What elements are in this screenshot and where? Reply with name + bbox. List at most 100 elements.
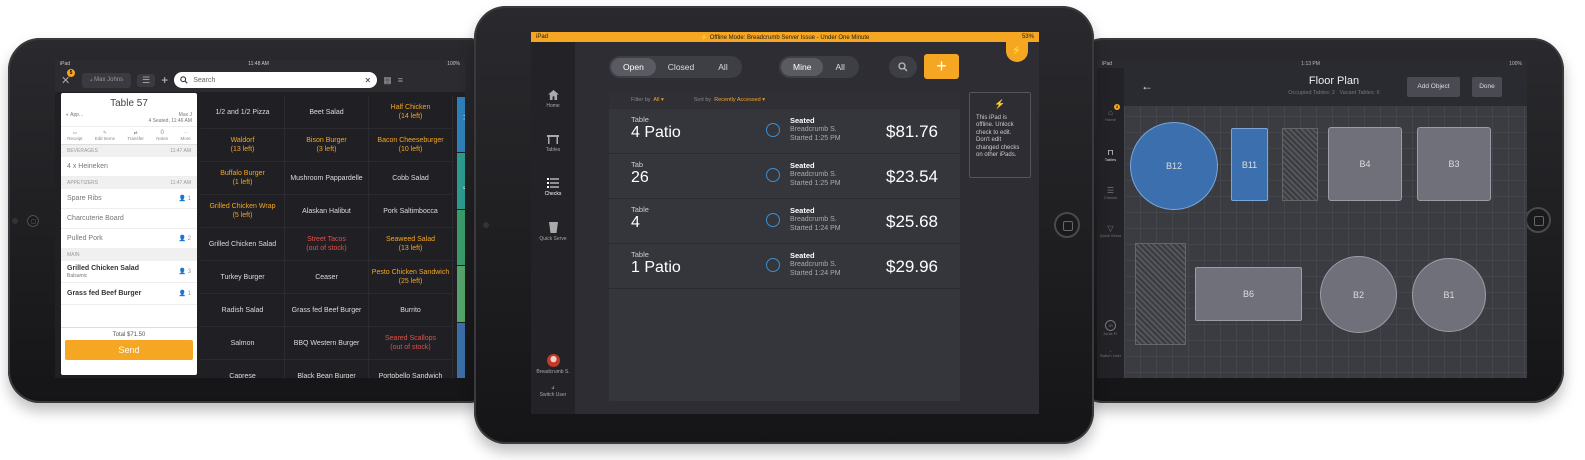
table-b4[interactable]: B4 <box>1328 127 1402 201</box>
menu-item[interactable]: Caprese <box>201 360 285 378</box>
menu-item[interactable]: Turkey Burger <box>201 261 285 294</box>
category-tab[interactable]: Appetizers <box>457 96 465 153</box>
section-name: MAIN <box>67 252 80 258</box>
user-avatar[interactable]: Breadcrumb S. <box>531 354 575 375</box>
category-tab[interactable]: Desserts <box>457 321 465 378</box>
menu-item[interactable]: Mushroom Pappardelle <box>285 162 369 195</box>
nav-tables[interactable]: ⊓ Tables <box>1097 148 1124 162</box>
order-line-item[interactable]: Grilled Chicken Salad Balsamic 👤 3 <box>61 261 197 283</box>
new-check-button[interactable]: + <box>924 54 959 79</box>
nav-checks[interactable]: Checks <box>531 178 575 197</box>
user-avatar[interactable]: JR Jonie R. <box>1097 320 1124 336</box>
menu-item[interactable]: Bison Burger (3 left) <box>285 129 369 162</box>
list-view-icon[interactable]: ☰ <box>137 73 156 87</box>
table-b11[interactable]: B11 <box>1231 128 1268 201</box>
check-started: Started 1:24 PM <box>790 225 841 232</box>
signature-icon: 𝓈 <box>1109 348 1112 353</box>
notes-action[interactable]: 0 Notes <box>156 130 168 141</box>
grid-view-icon[interactable]: ▦ <box>383 74 392 85</box>
menu-item[interactable]: Grass fed Beef Burger <box>285 294 369 327</box>
table-b1[interactable]: B1 <box>1412 258 1486 332</box>
edit-items-action[interactable]: ✎ Edit Items <box>95 130 115 141</box>
menu-item[interactable]: Ceaser <box>285 261 369 294</box>
category-tab[interactable]: Wine <box>457 208 465 266</box>
edit-icon: ✎ <box>102 130 107 135</box>
clear-search-icon[interactable]: ✕ <box>364 75 372 85</box>
menu-item[interactable]: Portobello Sandwich <box>369 360 453 378</box>
menu-item[interactable]: Seared Scallops (out of stock) <box>369 327 453 360</box>
order-line-item[interactable]: Grass fed Beef Burger 👤 1 <box>61 283 197 305</box>
menu-item[interactable]: Black Bean Burger <box>285 360 369 378</box>
offline-message: Offline Mode: Breadcrumb Server Issue - … <box>709 34 870 41</box>
menu-item[interactable]: Buffalo Burger (1 left) <box>201 162 285 195</box>
nav-checks[interactable]: ☰ Checks <box>1097 186 1124 200</box>
item-modifier: Balsamic <box>67 272 88 279</box>
transfer-action[interactable]: ⇄ Transfer <box>127 130 144 141</box>
nav-quick-serve[interactable]: ▽ Quick Serve <box>1097 224 1124 238</box>
nav-tables[interactable]: Tables <box>531 134 575 153</box>
tab-all[interactable]: All <box>718 62 728 72</box>
add-icon[interactable]: + <box>161 73 169 87</box>
menu-item[interactable]: BBQ Western Burger <box>285 327 369 360</box>
more-action[interactable]: ⋯ More <box>180 130 190 141</box>
list-toggle-icon[interactable]: ≡ <box>397 75 403 85</box>
menu-item-name: Beet Salad <box>309 108 344 116</box>
tab-open[interactable]: Open <box>611 58 656 76</box>
menu-item[interactable]: Grilled Chicken Wrap (5 left) <box>201 195 285 228</box>
tab-mine[interactable]: Mine <box>781 58 824 76</box>
menu-item[interactable]: Waldorf (13 left) <box>201 129 285 162</box>
menu-item[interactable]: Seaweed Salad (13 left) <box>369 228 453 261</box>
menu-item[interactable]: Radish Salad <box>201 294 285 327</box>
menu-item[interactable]: Cobb Salad <box>369 162 453 195</box>
send-button[interactable]: Send <box>65 340 193 360</box>
order-line-item[interactable]: 4 x Heineken <box>61 157 197 177</box>
add-object-button[interactable]: Add Object <box>1407 77 1460 97</box>
menu-item[interactable]: Grilled Chicken Salad <box>201 228 285 261</box>
menu-item[interactable]: Half Chicken (14 left) <box>369 96 453 129</box>
receipt-action[interactable]: ▭ Receipt <box>67 130 82 141</box>
order-line-item[interactable]: Charcuterie Board <box>61 209 197 229</box>
close-order-icon[interactable]: ✕ 5 <box>61 68 75 87</box>
server-button[interactable]: 𝓈 Max Johns <box>82 72 132 88</box>
order-line-item[interactable]: Spare Ribs 👤 1 <box>61 189 197 209</box>
menu-item[interactable]: Bacon Cheeseburger (10 left) <box>369 129 453 162</box>
cup-icon <box>548 222 558 233</box>
check-row[interactable]: Table 4 Patio Seated Breadcrumb S. Started 1… <box>609 109 960 154</box>
switch-user-button[interactable]: 𝓈 Switch User <box>1097 348 1124 358</box>
item-name: Grass fed Beef Burger <box>67 290 142 297</box>
table-b12[interactable]: B12 <box>1130 122 1218 210</box>
category-tab[interactable]: Beverages <box>457 152 465 209</box>
menu-item[interactable]: Burrito <box>369 294 453 327</box>
check-started: Started 1:25 PM <box>790 135 841 142</box>
menu-item[interactable]: Salmon <box>201 327 285 360</box>
offline-indicator[interactable]: ⚡ <box>1006 40 1028 62</box>
signature-icon: 𝓈 <box>90 76 93 83</box>
search-button[interactable] <box>889 56 917 78</box>
filter-dropdown[interactable]: Filter by All ▾ <box>631 97 664 103</box>
search-input[interactable]: Search ✕ <box>174 72 378 88</box>
menu-item[interactable]: Pork Saltimbocca <box>369 195 453 228</box>
category-tab[interactable]: Main <box>457 265 465 322</box>
order-line-item[interactable]: Pulled Pork 👤 2 <box>61 229 197 249</box>
check-row[interactable]: Table 4 Seated Breadcrumb S. Started 1:24 PM… <box>609 199 960 244</box>
switch-user-button[interactable]: 𝓈 Switch User <box>531 382 575 398</box>
nav-quick-serve[interactable]: Quick Serve <box>531 222 575 242</box>
check-row[interactable]: Tab 26 Seated Breadcrumb S. Started 1:25 PM $… <box>609 154 960 199</box>
done-button[interactable]: Done <box>1472 77 1502 97</box>
sort-dropdown[interactable]: Sort by Recently Accessed ▾ <box>694 97 765 103</box>
back-arrow-icon[interactable]: ← <box>1141 79 1153 93</box>
table-b3[interactable]: B3 <box>1417 127 1491 201</box>
nav-home[interactable]: Home <box>531 90 575 109</box>
tab-all-owners[interactable]: All <box>835 62 845 72</box>
menu-item[interactable]: Pesto Chicken Sandwich (25 left) <box>369 261 453 294</box>
menu-item[interactable]: Street Tacos (out of stock) <box>285 228 369 261</box>
tab-closed[interactable]: Closed <box>667 62 695 72</box>
nav-home[interactable]: ⌂ 2 Home <box>1097 104 1124 122</box>
table-b2[interactable]: B2 <box>1320 256 1397 333</box>
table-b6[interactable]: B6 <box>1195 267 1302 321</box>
check-row[interactable]: Table 1 Patio Seated Breadcrumb S. Started 1… <box>609 244 960 289</box>
clock: 11:48 AM <box>248 61 269 67</box>
menu-item[interactable]: Alaskan Halibut <box>285 195 369 228</box>
menu-item[interactable]: Beet Salad <box>285 96 369 129</box>
menu-item[interactable]: 1/2 and 1/2 Pizza <box>201 96 285 129</box>
